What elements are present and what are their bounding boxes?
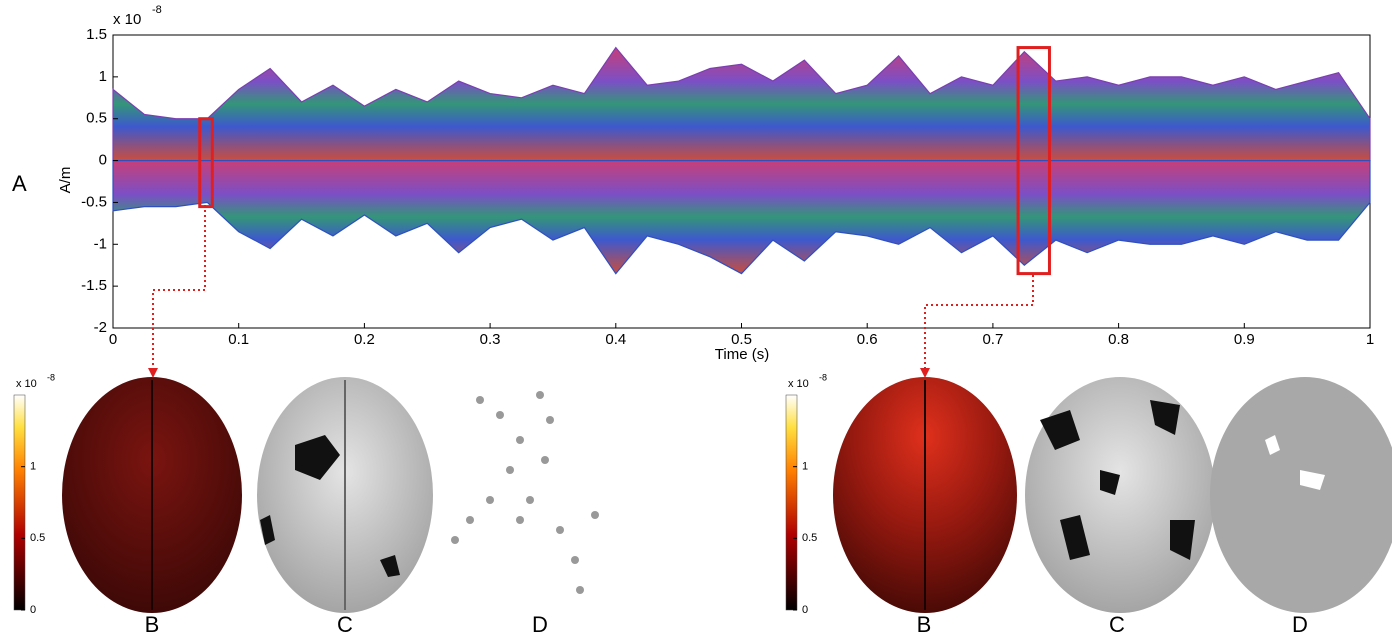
signal-area [112,159,1371,275]
x-tick-label: 0.4 [605,331,626,348]
x-tick-label: 0 [109,331,117,348]
y-tick-label: 0.5 [86,110,107,127]
x-axis-label: Time (s) [715,346,769,363]
x-tick-label: 0.3 [480,331,501,348]
x-tick-label: 0.5 [731,331,752,348]
y-tick-label: 0 [99,152,107,169]
y-tick-label: -1 [94,235,107,252]
x-tick-label: 0.8 [1108,331,1129,348]
panel-label: D [1292,612,1308,637]
colorbar-multiplier: x 10 [788,378,809,390]
points-d [451,391,599,594]
colorbar [13,394,26,611]
y-multiplier: x 10 [113,11,141,28]
colorbar-tick-label: 0.5 [30,532,45,544]
x-tick-label: 0.6 [857,331,878,348]
colorbar-tick-label: 1 [802,461,808,473]
colorbar-multiplier: x 10 [16,378,37,390]
highlight-box [1016,46,1051,276]
panel-label: C [337,612,353,637]
panel-label: C [1109,612,1125,637]
brain-renderings [62,377,1392,613]
colorbar-exp: -8 [47,372,55,382]
panel-label: B [917,612,932,637]
connectors [152,205,1034,370]
y-axis-label: A/m [57,167,74,194]
panel-label: A [12,171,27,196]
panel-label: D [532,612,548,637]
y-tick-label: -0.5 [81,193,107,210]
brain-c2 [1025,377,1215,613]
y-tick-label: 1 [99,68,107,85]
x-tick-label: 0.9 [1234,331,1255,348]
points-d2 [1210,377,1392,613]
colorbar [785,394,798,611]
colorbar-tick-label: 0 [802,604,808,616]
signal-area [112,46,1371,162]
x-tick-label: 0.2 [354,331,375,348]
y-multiplier-exp: -8 [152,4,162,16]
x-tick-label: 1 [1366,331,1374,348]
y-tick-label: -1.5 [81,277,107,294]
y-tick-label: 1.5 [86,26,107,43]
colorbar-tick-label: 0.5 [802,532,817,544]
panel-label: B [145,612,160,637]
highlight-box [198,117,214,209]
colorbar-tick-label: 0 [30,604,36,616]
x-tick-label: 0.7 [982,331,1003,348]
colorbar-tick-label: 1 [30,461,36,473]
arrow-heads [148,368,930,378]
x-tick-label: 0.1 [228,331,249,348]
colorbar-exp: -8 [819,372,827,382]
y-tick-label: -2 [94,319,107,336]
